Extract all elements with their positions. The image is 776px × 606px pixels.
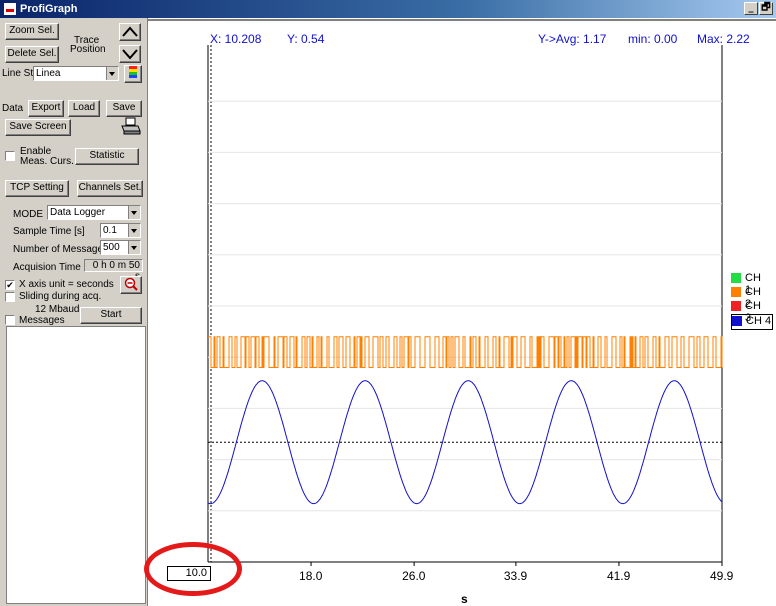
messages-list[interactable] [6,326,146,604]
printer-icon [121,117,141,135]
export-button[interactable]: Export [28,100,64,117]
number-of-messages-value: 500 [103,242,120,253]
channels-set-button[interactable]: Channels Set. [77,180,143,197]
color-palette-icon [129,66,137,78]
x-tick-label: 33.9 [503,569,528,583]
delete-sel-button[interactable]: Delete Sel. [5,46,59,63]
position-label: Position [70,44,106,55]
load-button[interactable]: Load [68,100,100,117]
x-tick-label: 49.9 [710,569,734,583]
mode-value: Data Logger [50,207,106,218]
title-bar: ProfiGraph _ 🗗 [0,0,776,18]
legend-label: CH 2 [745,286,761,310]
chevron-up-icon [122,26,138,37]
sliding-checkbox[interactable] [5,292,15,302]
cursor-y-readout: Y: 0.54 [287,32,325,46]
legend-item-ch4[interactable]: CH 4 [731,314,773,330]
legend-swatch [731,287,741,297]
printer-button[interactable] [120,116,142,136]
enable-label: Enable [20,146,52,157]
number-of-messages-select[interactable]: 500 [100,240,141,255]
save-screen-button[interactable]: Save Screen [5,119,71,136]
legend-label: CH 1 [745,272,761,296]
baud-label: 12 Mbaud [35,304,80,315]
legend-swatch [731,301,741,311]
min-readout: min: 0.00 [628,32,678,46]
control-panel: Zoom Sel. Delete Sel. Trace Position Lin… [0,18,148,606]
chevron-down-icon [128,241,140,254]
minimize-button[interactable]: _ [744,2,758,15]
data-label: Data [2,103,24,114]
chevron-down-icon [128,224,140,237]
window-title: ProfiGraph [20,3,78,15]
meas-curs-label: Meas. Curs. [20,156,74,167]
x-tick-label: 26.0 [402,569,426,583]
restore-button[interactable]: 🗗 [759,2,773,15]
x-axis-seconds-label: X axis unit = seconds [19,279,114,290]
x-tick-label: 41.9 [606,569,631,583]
sample-time-value: 0.1 [103,225,117,236]
avg-readout: Y->Avg: 1.17 [538,32,607,46]
sample-time-label: Sample Time [s] [13,226,85,237]
trace-label: Trace [74,35,100,46]
series-ch2-line [208,336,723,368]
legend-swatch [732,316,742,326]
x-tick-label: 18.0 [299,569,323,583]
highlight-ellipse [144,542,242,596]
enable-meas-curs-checkbox[interactable] [5,151,15,161]
legend-label: CH 3 [745,300,761,324]
acquision-time-label: Acquision Time [13,262,81,273]
chevron-down-icon [128,206,140,219]
cursor-x-readout: X: 10.208 [210,32,262,46]
sliding-label: Sliding during acq. [19,291,102,302]
messages-label: Messages [19,315,65,326]
series-ch4-line [207,380,723,505]
checkmark-icon: ✔ [6,280,14,290]
x-axis-seconds-checkbox[interactable]: ✔ [5,280,15,290]
magnifier-minus-icon [124,277,138,291]
trace-down-button[interactable] [119,45,141,63]
mode-label: MODE [13,209,43,220]
max-readout: Max: 2.22 [697,32,750,46]
number-of-messages-label: Number of Messages [13,244,109,255]
line-style-label: Line Style [2,68,46,79]
app-icon [3,2,17,16]
sample-time-select[interactable]: 0.1 [100,223,141,238]
line-style-select[interactable]: Linea [33,66,119,81]
mode-select[interactable]: Data Logger [47,205,141,220]
color-palette-button[interactable] [124,65,142,83]
zoom-sel-button[interactable]: Zoom Sel. [5,23,59,40]
tcp-setting-button[interactable]: TCP Setting [5,180,69,197]
zoom-out-button[interactable] [120,276,142,294]
chevron-down-icon [106,67,118,80]
start-button[interactable]: Start [80,307,142,324]
statistic-button[interactable]: Statistic [75,148,139,165]
x-unit-label: s [461,592,468,606]
chevron-down-icon [122,49,138,60]
line-style-value: Linea [36,68,61,79]
trace-up-button[interactable] [119,23,141,41]
messages-checkbox[interactable] [5,315,15,325]
save-button[interactable]: Save [106,100,142,117]
legend-label: CH 4 [746,315,772,327]
legend-swatch [731,273,741,283]
